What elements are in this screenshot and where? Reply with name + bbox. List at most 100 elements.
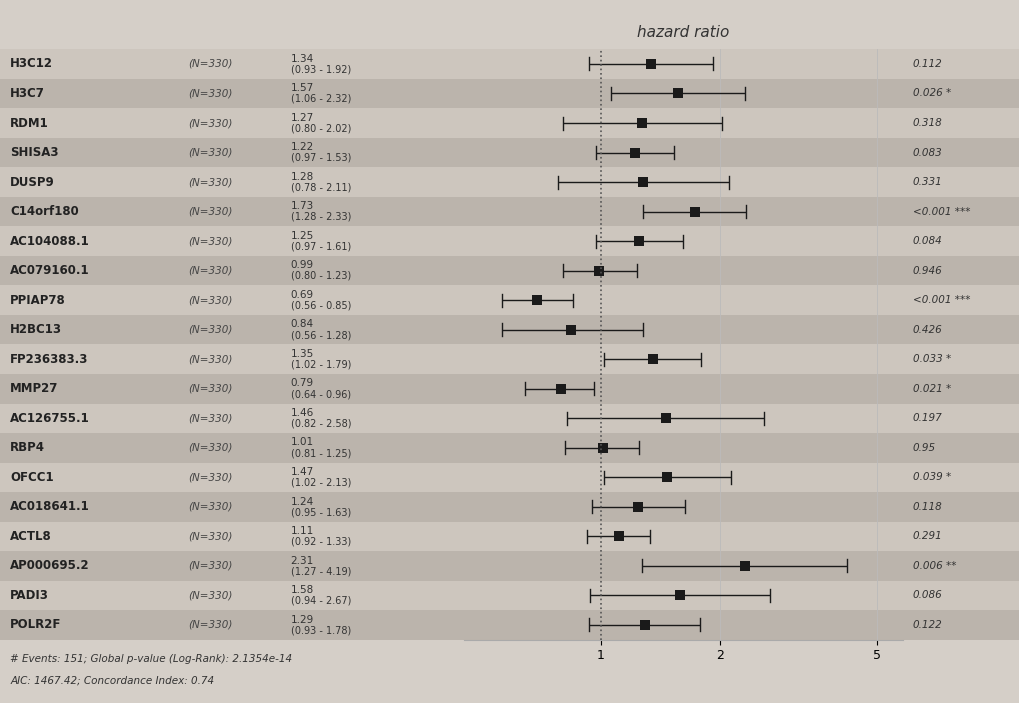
Point [687, 206, 703, 217]
Text: OFCC1: OFCC1 [10, 471, 54, 484]
Text: PADI3: PADI3 [10, 589, 49, 602]
Text: 1.58: 1.58 [290, 585, 314, 595]
Text: POLR2F: POLR2F [10, 619, 61, 631]
Text: (0.80 - 2.02): (0.80 - 2.02) [290, 123, 351, 134]
Text: 0.084: 0.084 [912, 236, 942, 246]
Bar [0, 463, 1019, 492]
Bar [464, 463, 902, 492]
Text: (1.02 - 1.79): (1.02 - 1.79) [290, 359, 351, 370]
Text: (N=330): (N=330) [189, 443, 233, 453]
Bar [0, 433, 1019, 463]
Text: (N=330): (N=330) [189, 472, 233, 482]
Text: (1.02 - 2.13): (1.02 - 2.13) [290, 477, 351, 488]
Bar [464, 551, 902, 581]
Bar [0, 404, 1019, 433]
Bar [0, 197, 1019, 226]
Text: (N=330): (N=330) [189, 591, 233, 600]
Text: 1.35: 1.35 [290, 349, 314, 359]
Text: 0.197: 0.197 [912, 413, 942, 423]
Text: 1.46: 1.46 [290, 408, 314, 418]
Text: H3C7: H3C7 [10, 87, 45, 100]
Bar [464, 374, 902, 404]
Text: (1.27 - 4.19): (1.27 - 4.19) [290, 566, 351, 576]
Text: AIC: 1467.42; Concordance Index: 0.74: AIC: 1467.42; Concordance Index: 0.74 [10, 676, 214, 685]
Text: (N=330): (N=330) [189, 295, 233, 305]
Bar [464, 610, 902, 640]
Point [643, 58, 659, 70]
Text: (N=330): (N=330) [189, 118, 233, 128]
Bar [464, 49, 902, 79]
Text: 1.28: 1.28 [290, 172, 314, 182]
Bar [464, 108, 902, 138]
Point [634, 117, 650, 129]
Text: 0.99: 0.99 [290, 260, 314, 271]
Text: (N=330): (N=330) [189, 502, 233, 512]
Point [629, 501, 645, 512]
Text: 0.033 *: 0.033 * [912, 354, 951, 364]
Text: FP236383.3: FP236383.3 [10, 353, 89, 366]
Text: (N=330): (N=330) [189, 531, 233, 541]
Text: H2BC13: H2BC13 [10, 323, 62, 336]
Point [636, 619, 652, 631]
Point [631, 236, 647, 247]
Bar [0, 226, 1019, 256]
Point [669, 88, 686, 99]
Text: <0.001 ***: <0.001 *** [912, 295, 969, 305]
Text: 2.31: 2.31 [290, 555, 314, 566]
Text: (0.93 - 1.78): (0.93 - 1.78) [290, 625, 351, 636]
Bar [464, 344, 902, 374]
Text: 0.026 *: 0.026 * [912, 89, 951, 98]
Point [594, 442, 610, 453]
Text: (N=330): (N=330) [189, 89, 233, 98]
Text: AC079160.1: AC079160.1 [10, 264, 90, 277]
Text: (1.06 - 2.32): (1.06 - 2.32) [290, 93, 351, 104]
Text: (N=330): (N=330) [189, 236, 233, 246]
Text: (N=330): (N=330) [189, 207, 233, 217]
Point [736, 560, 752, 572]
Text: H3C12: H3C12 [10, 58, 53, 70]
Text: (N=330): (N=330) [189, 325, 233, 335]
Bar [0, 108, 1019, 138]
Text: 0.086: 0.086 [912, 591, 942, 600]
Bar [0, 492, 1019, 522]
Text: (0.82 - 2.58): (0.82 - 2.58) [290, 418, 351, 429]
Text: (0.56 - 0.85): (0.56 - 0.85) [290, 300, 351, 311]
Text: 0.426: 0.426 [912, 325, 942, 335]
Point [658, 472, 675, 483]
Point [627, 147, 643, 158]
Point [529, 295, 545, 306]
Text: (0.81 - 1.25): (0.81 - 1.25) [290, 448, 351, 458]
Text: (N=330): (N=330) [189, 384, 233, 394]
Bar [464, 138, 902, 167]
Text: 0.946: 0.946 [912, 266, 942, 276]
Text: 0.95: 0.95 [912, 443, 935, 453]
Text: 0.79: 0.79 [290, 378, 314, 389]
Text: 0.112: 0.112 [912, 59, 942, 69]
Text: (0.78 - 2.11): (0.78 - 2.11) [290, 182, 351, 193]
Text: RDM1: RDM1 [10, 117, 49, 129]
Text: 1.34: 1.34 [290, 53, 314, 64]
Bar [464, 167, 902, 197]
Text: (N=330): (N=330) [189, 148, 233, 157]
Bar [0, 581, 1019, 610]
Text: (0.94 - 2.67): (0.94 - 2.67) [290, 595, 351, 606]
Text: (0.80 - 1.23): (0.80 - 1.23) [290, 271, 351, 281]
Text: (0.56 - 1.28): (0.56 - 1.28) [290, 330, 351, 340]
Bar [464, 315, 902, 344]
Bar [464, 285, 902, 315]
Text: 1.27: 1.27 [290, 112, 314, 123]
Bar [0, 256, 1019, 285]
Text: 0.291: 0.291 [912, 531, 942, 541]
Text: 1.25: 1.25 [290, 231, 314, 241]
Point [591, 265, 607, 276]
Text: AC104088.1: AC104088.1 [10, 235, 90, 247]
Text: # Events: 151; Global p-value (Log-Rank): 2.1354e-14: # Events: 151; Global p-value (Log-Rank)… [10, 654, 292, 664]
Text: RBP4: RBP4 [10, 441, 45, 454]
Bar [0, 551, 1019, 581]
Text: 0.083: 0.083 [912, 148, 942, 157]
Text: 0.039 *: 0.039 * [912, 472, 951, 482]
Text: 1.47: 1.47 [290, 467, 314, 477]
Text: PPIAP78: PPIAP78 [10, 294, 66, 307]
Bar [0, 79, 1019, 108]
Text: AP000695.2: AP000695.2 [10, 560, 90, 572]
